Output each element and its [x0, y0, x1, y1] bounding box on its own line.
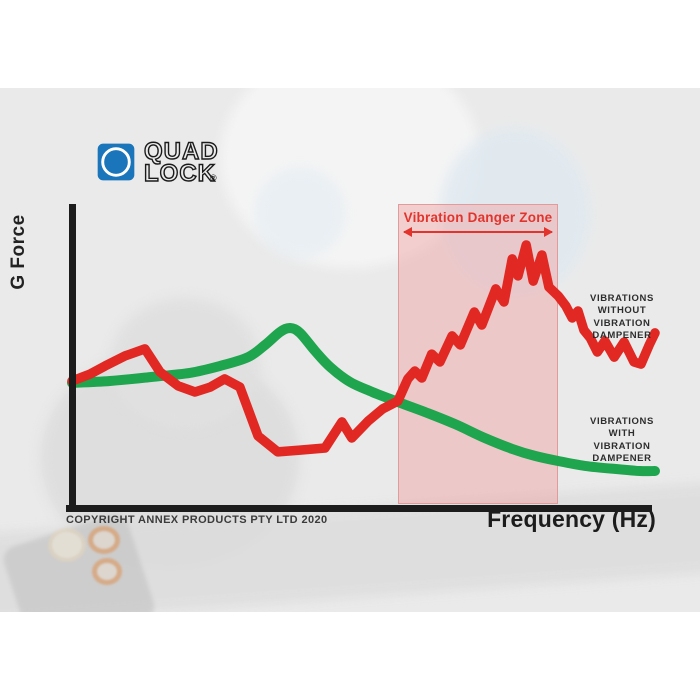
- brand-word-lock: LOCK: [144, 160, 216, 185]
- quad-lock-mount-icon: [97, 143, 135, 181]
- annotation-line: VIBRATION: [593, 317, 651, 329]
- background-photo-shape: [110, 298, 260, 428]
- danger-zone-span-arrow-icon: [403, 227, 553, 237]
- without-dampener-annotation: VIBRATIONS WITHOUT VIBRATION DAMPENER: [570, 293, 674, 342]
- background-photo-shape: [255, 168, 345, 258]
- x-axis: [66, 505, 652, 512]
- x-axis-title: Frequency (Hz): [487, 506, 656, 532]
- annotation-line: VIBRATION: [593, 440, 651, 452]
- y-axis: [69, 204, 76, 512]
- annotation-line: WITHOUT: [597, 305, 647, 317]
- annotation-line: DAMPENER: [592, 453, 652, 465]
- with-dampener-annotation: VIBRATIONS WITH VIBRATION DAMPENER: [570, 416, 674, 465]
- annotation-line: DAMPENER: [592, 330, 652, 342]
- background-photo-shape: [48, 528, 86, 562]
- quad-lock-logo: QUAD LOCK ®: [94, 139, 252, 185]
- copyright-text: COPYRIGHT ANNEX PRODUCTS PTY LTD 2020: [66, 514, 328, 526]
- background-photo-shape: [88, 526, 120, 554]
- quad-lock-wordmark: QUAD LOCK ®: [144, 139, 219, 185]
- brand-word-quad: QUAD: [144, 139, 219, 165]
- annotation-line: WITH: [608, 428, 636, 440]
- danger-zone-title: Vibration Danger Zone: [403, 210, 553, 225]
- y-axis-title: G Force: [8, 214, 29, 290]
- registered-trademark-symbol: ®: [210, 173, 217, 183]
- vibration-danger-zone: Vibration Danger Zone: [398, 204, 558, 504]
- background-photo-shape: [92, 558, 122, 585]
- annotation-line: VIBRATIONS: [590, 416, 654, 427]
- annotation-line: VIBRATIONS: [590, 293, 654, 304]
